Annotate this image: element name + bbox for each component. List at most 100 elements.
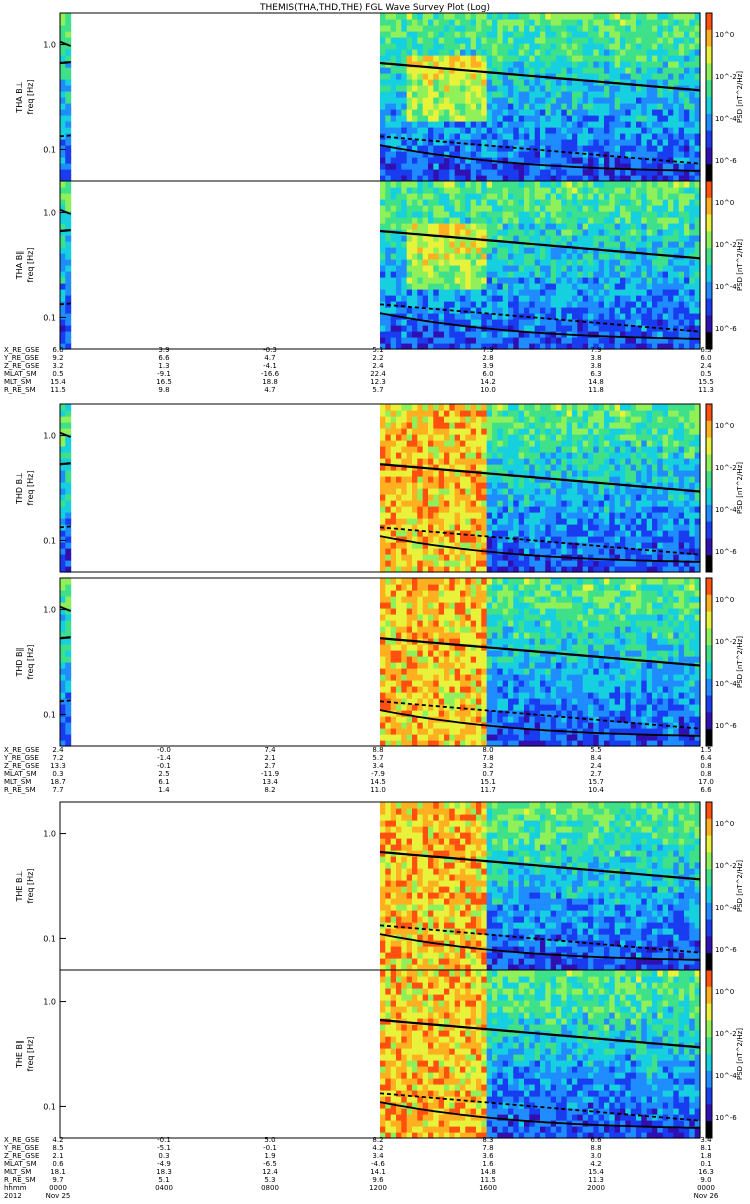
spectrogram-cell xyxy=(401,247,407,254)
spectrogram-cell xyxy=(455,446,461,453)
spectrogram-cell xyxy=(620,259,626,266)
spectrogram-cell xyxy=(380,121,386,128)
spectrogram-cell xyxy=(588,181,594,188)
spectrogram-cell xyxy=(679,331,685,338)
spectrogram-cell xyxy=(609,97,615,104)
spectrogram-cell xyxy=(572,422,578,429)
spectrogram-cell xyxy=(583,145,589,152)
spectrogram-cell xyxy=(417,458,423,465)
spectrogram-cell xyxy=(519,43,525,50)
spectrogram-cell xyxy=(588,524,594,531)
spectrogram-cell xyxy=(508,199,514,206)
spectrogram-cell xyxy=(497,271,503,278)
spectrogram-cell xyxy=(524,265,530,272)
spectrogram-cell xyxy=(604,211,610,218)
spectrogram-cell xyxy=(673,283,679,290)
spectrogram-cell xyxy=(609,560,615,567)
spectrogram-cell xyxy=(631,151,637,158)
spectrogram-cell xyxy=(423,145,429,152)
spectrogram-cell xyxy=(391,277,397,284)
spectrogram-cell xyxy=(487,187,493,194)
spectrogram-cell xyxy=(524,109,530,116)
spectrogram-cell xyxy=(625,91,631,98)
spectrogram-cell xyxy=(599,25,605,32)
spectrogram-cell xyxy=(636,43,642,50)
spectrogram-cell xyxy=(625,145,631,152)
spectrogram-cell xyxy=(529,115,535,122)
spectrogram-cell xyxy=(593,19,599,26)
spectrogram-cell xyxy=(65,446,71,453)
spectrogram-cell xyxy=(663,301,669,308)
spectrogram-cell xyxy=(497,452,503,459)
spectrogram-cell xyxy=(545,440,551,447)
spectrogram-cell xyxy=(465,25,471,32)
spectrogram-cell xyxy=(412,452,418,459)
spectrogram-cell xyxy=(508,518,514,525)
spectrogram-cell xyxy=(396,253,402,260)
spectrogram-cell xyxy=(572,109,578,116)
spectrogram-cell xyxy=(481,13,487,20)
spectrogram-cell xyxy=(487,49,493,56)
spectrogram-cell xyxy=(471,416,477,423)
spectrogram-cell xyxy=(471,55,477,62)
spectrogram-cell xyxy=(620,512,626,519)
spectrogram-cell xyxy=(647,205,653,212)
spectrogram-cell xyxy=(465,91,471,98)
spectrogram-cell xyxy=(417,440,423,447)
spectrogram-cell xyxy=(647,265,653,272)
spectrogram-cell xyxy=(588,259,594,266)
spectrogram-cell xyxy=(567,91,573,98)
spectrogram-cell xyxy=(620,13,626,20)
spectrogram-cell xyxy=(604,25,610,32)
spectrogram-cell xyxy=(497,283,503,290)
spectrogram-cell xyxy=(444,458,450,465)
spectrogram-cell xyxy=(391,127,397,134)
spectrogram-cell xyxy=(471,271,477,278)
spectrogram-cell xyxy=(529,31,535,38)
spectrogram-cell xyxy=(631,181,637,188)
spectrogram-cell xyxy=(513,265,519,272)
spectrogram-cell xyxy=(545,289,551,296)
spectrogram-cell xyxy=(609,518,615,525)
spectrogram-cell xyxy=(572,452,578,459)
spectrogram-cell xyxy=(407,470,413,477)
spectrogram-cell xyxy=(417,223,423,230)
spectrogram-cell xyxy=(641,19,647,26)
spectrogram-cell xyxy=(471,476,477,483)
spectrogram-cell xyxy=(471,133,477,140)
spectrogram-cell xyxy=(476,163,482,170)
spectrogram-cell xyxy=(412,235,418,242)
spectrogram-cell xyxy=(412,476,418,483)
spectrogram-cell xyxy=(684,43,690,50)
spectrogram-cell xyxy=(529,277,535,284)
spectrogram-cell xyxy=(487,229,493,236)
spectrogram-cell xyxy=(513,181,519,188)
spectrogram-cell xyxy=(615,518,621,525)
spectrogram-cell xyxy=(620,530,626,537)
spectrogram-cell xyxy=(524,169,530,176)
spectrogram-cell xyxy=(396,19,402,26)
colorbar-segment xyxy=(706,114,712,119)
spectrogram-cell xyxy=(385,37,391,44)
spectrogram-cell xyxy=(380,211,386,218)
spectrogram-cell xyxy=(391,434,397,441)
spectrogram-cell xyxy=(572,434,578,441)
spectrogram-cell xyxy=(615,494,621,501)
spectrogram-cell xyxy=(407,434,413,441)
spectrogram-cell xyxy=(487,205,493,212)
spectrogram-cell xyxy=(583,127,589,134)
spectrogram-cell xyxy=(492,151,498,158)
spectrogram-cell xyxy=(417,205,423,212)
spectrogram-cell xyxy=(524,127,530,134)
spectrogram-cell xyxy=(529,19,535,26)
spectrogram-cell xyxy=(465,313,471,320)
spectrogram-cell xyxy=(540,133,546,140)
spectrogram-cell xyxy=(412,500,418,507)
spectrogram-cell xyxy=(556,97,562,104)
spectrogram-cell xyxy=(497,127,503,134)
spectrogram-cell xyxy=(652,109,658,116)
spectrogram-cell xyxy=(407,127,413,134)
spectrogram-cell xyxy=(599,241,605,248)
spectrogram-cell xyxy=(631,103,637,110)
spectrogram-cell xyxy=(60,325,66,332)
